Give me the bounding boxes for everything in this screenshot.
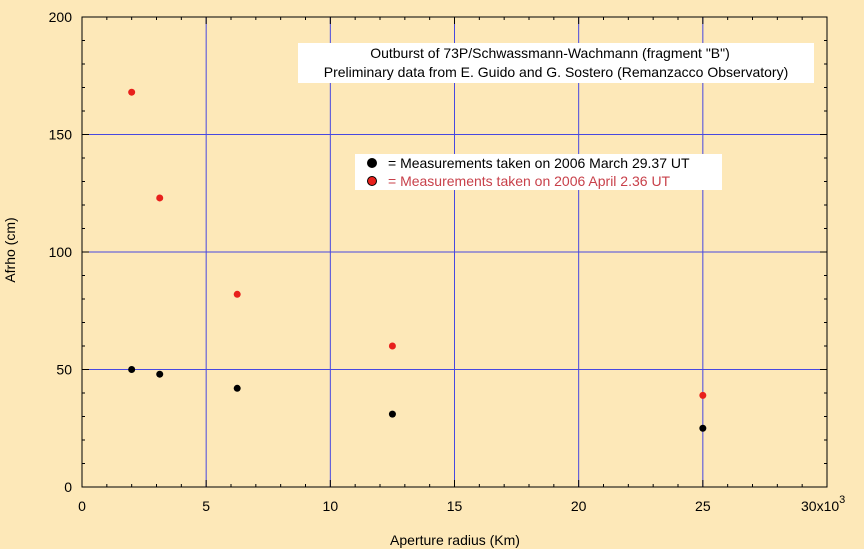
legend-bg <box>355 154 722 190</box>
legend-entry-march: = Measurements taken on 2006 March 29.37… <box>388 155 690 171</box>
grid <box>81 16 828 488</box>
x-tick-label: 10 <box>323 498 339 514</box>
data-point-series-1 <box>233 290 241 298</box>
title-box-bg <box>298 43 814 83</box>
chart-title: Outburst of 73P/Schwassmann-Wachmann (fr… <box>370 45 730 61</box>
y-tick-label: 50 <box>56 362 72 378</box>
chart-subtitle: Preliminary data from E. Guido and G. So… <box>324 64 789 80</box>
x-tick-label: 0 <box>78 498 86 514</box>
y-tick-label: 150 <box>49 127 73 143</box>
x-tick-label: 5 <box>202 498 210 514</box>
data-point-series-0 <box>388 410 396 418</box>
legend-marker-march <box>367 158 377 168</box>
data-point-series-1 <box>128 88 136 96</box>
data-point-series-1 <box>156 194 164 202</box>
data-point-series-1 <box>388 342 396 350</box>
y-ticks: 0 50 100 150 200 <box>49 9 827 495</box>
data-points <box>128 88 707 432</box>
y-axis-label: Afrho (cm) <box>2 217 18 282</box>
legend: = Measurements taken on 2006 March 29.37… <box>355 154 722 190</box>
y-tick-label: 200 <box>49 9 73 25</box>
x-ticks: 051015202530 <box>78 17 828 514</box>
data-point-series-0 <box>156 370 164 378</box>
x-tick-label: 25 <box>695 498 711 514</box>
y-tick-label: 0 <box>64 479 72 495</box>
x-tick-label: 20 <box>571 498 587 514</box>
data-point-series-0 <box>699 424 707 432</box>
legend-entry-april: = Measurements taken on 2006 April 2.36 … <box>388 173 671 189</box>
data-point-series-0 <box>233 384 241 392</box>
data-point-series-0 <box>128 366 136 373</box>
title-box: Outburst of 73P/Schwassmann-Wachmann (fr… <box>298 43 814 83</box>
x-multiplier: 30x103 <box>801 494 845 514</box>
y-tick-label: 100 <box>49 244 73 260</box>
x-tick-label: 15 <box>447 498 463 514</box>
data-point-series-1 <box>699 391 707 399</box>
x-axis-label: Aperture radius (Km) <box>390 532 520 548</box>
legend-marker-april <box>367 176 377 186</box>
